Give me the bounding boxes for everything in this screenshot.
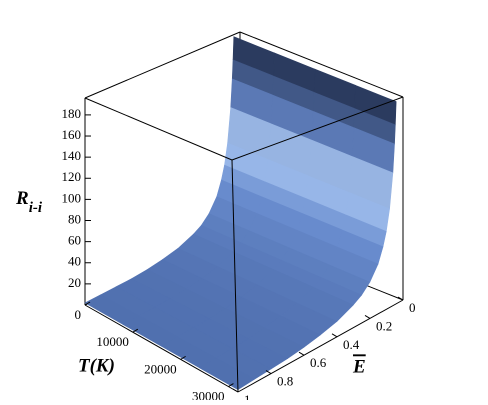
y-tick-label: 0.8 bbox=[277, 374, 293, 389]
y-tick bbox=[397, 296, 404, 301]
surface bbox=[84, 36, 397, 390]
y-tick-label: 1 bbox=[244, 392, 251, 400]
x-tick bbox=[132, 328, 139, 333]
z-tick-label: 160 bbox=[62, 127, 82, 142]
box-edge bbox=[231, 96, 404, 161]
z-tick-label: 180 bbox=[62, 106, 82, 121]
x-tick bbox=[84, 301, 91, 306]
x-tick-label: 20000 bbox=[144, 361, 177, 376]
y-tick-label: 0.4 bbox=[343, 337, 360, 352]
z-tick-label: 80 bbox=[68, 211, 81, 226]
z-label-sub: i-i bbox=[29, 200, 43, 216]
box-edge bbox=[237, 299, 404, 393]
x-tick bbox=[228, 383, 234, 387]
x-tick-label: 10000 bbox=[96, 334, 129, 349]
y-tick bbox=[364, 314, 371, 319]
box-edge bbox=[239, 31, 404, 98]
z-tick-label: 140 bbox=[62, 148, 82, 163]
z-tick-label: 100 bbox=[62, 190, 82, 205]
box-edge bbox=[84, 304, 239, 393]
y-tick-label: 0.2 bbox=[376, 318, 392, 333]
z-tick-label: 120 bbox=[62, 169, 82, 184]
z-tick-label: 60 bbox=[68, 233, 81, 248]
y-tick bbox=[331, 333, 338, 338]
x-tick bbox=[180, 355, 186, 360]
z-label-main: R bbox=[15, 188, 29, 209]
box-edge bbox=[84, 31, 241, 99]
x-tick-label: 30000 bbox=[192, 389, 225, 400]
x-axis-label: T(K) bbox=[78, 355, 115, 376]
x-tick-label: 0 bbox=[75, 307, 82, 322]
y-axis-label: E bbox=[352, 356, 366, 377]
y-tick bbox=[232, 388, 239, 393]
y-tick-label: 0.6 bbox=[310, 355, 327, 370]
box-edge bbox=[231, 159, 239, 393]
z-axis-label: Ri-i bbox=[15, 188, 43, 216]
y-tick bbox=[298, 351, 305, 356]
y-tick bbox=[265, 370, 272, 375]
box-front: 20 40 60 80 100 120 140 160 180 0 10000 20000 30000 0… bbox=[62, 96, 416, 405]
z-tick-label: 20 bbox=[68, 275, 81, 290]
box-edge bbox=[84, 97, 233, 161]
z-tick-label: 40 bbox=[68, 254, 81, 269]
y-tick-label: 0 bbox=[409, 300, 416, 315]
